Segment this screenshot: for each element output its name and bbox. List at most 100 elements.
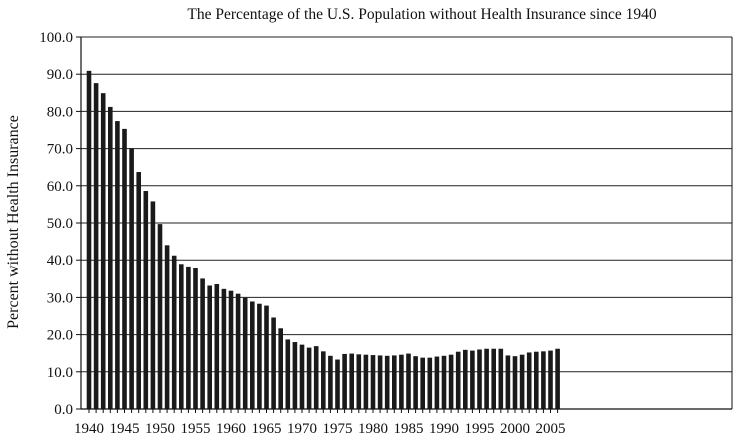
bar-1966 bbox=[271, 317, 276, 409]
bar-2003 bbox=[534, 351, 539, 409]
bar-1961 bbox=[235, 293, 241, 409]
x-tick-label: 1955 bbox=[181, 421, 211, 437]
bar-1972 bbox=[313, 346, 319, 409]
x-tick-label: 2000 bbox=[500, 421, 530, 437]
bar-1989 bbox=[434, 356, 440, 409]
chart-title: The Percentage of the U.S. Population wi… bbox=[187, 6, 656, 23]
bar-1990 bbox=[441, 355, 447, 409]
x-tick-label: 1995 bbox=[465, 421, 495, 437]
bar-1941 bbox=[93, 83, 99, 410]
y-tick-labels: 0.0 10.0 20.0 30.0 40.0 50.0 60.0 70.0 80.0 90.0 1… bbox=[39, 30, 73, 418]
y-axis-label: Percent without Health Insurance bbox=[5, 115, 22, 329]
bar-2006 bbox=[555, 348, 560, 409]
bar-1976 bbox=[342, 353, 347, 409]
y-tick-label: 90.0 bbox=[47, 67, 73, 83]
y-tick-label: 10.0 bbox=[47, 365, 73, 381]
x-tick-labels: 1940 1945 1950 1955 1960 1965 1970 1975 1980 1985… bbox=[74, 421, 566, 437]
bar-1964 bbox=[257, 303, 262, 409]
bar-2000 bbox=[512, 356, 518, 409]
bar-1959 bbox=[221, 288, 227, 409]
x-tick-label: 2005 bbox=[536, 421, 566, 437]
bar-1991 bbox=[448, 354, 454, 409]
bar-1965 bbox=[264, 305, 269, 409]
axes bbox=[76, 36, 733, 413]
y-tick-label: 100.0 bbox=[39, 30, 73, 46]
bar-1975 bbox=[335, 359, 340, 409]
bar-1952 bbox=[171, 255, 177, 409]
bar-1986 bbox=[413, 356, 418, 409]
y-tick-label: 30.0 bbox=[47, 290, 73, 306]
x-tick-label: 1990 bbox=[429, 421, 459, 437]
bar-1954 bbox=[186, 266, 191, 409]
bar-1973 bbox=[321, 351, 326, 409]
bar-1967 bbox=[278, 328, 283, 409]
bar-1980 bbox=[370, 355, 376, 409]
bar-1999 bbox=[505, 355, 511, 409]
y-tick-label: 50.0 bbox=[47, 216, 73, 232]
bar-1951 bbox=[164, 245, 170, 409]
bar-1998 bbox=[498, 348, 504, 409]
bar-1974 bbox=[328, 355, 333, 409]
bar-1942 bbox=[100, 93, 106, 409]
bar-1947 bbox=[136, 172, 141, 409]
y-tick-label: 70.0 bbox=[47, 142, 73, 158]
bar-2005 bbox=[548, 350, 553, 409]
bar-1946 bbox=[129, 148, 134, 409]
bar-2004 bbox=[541, 351, 546, 409]
bar-1984 bbox=[399, 354, 404, 409]
x-tick-label: 1945 bbox=[110, 421, 140, 437]
bar-1979 bbox=[363, 354, 369, 409]
bar-2002 bbox=[526, 352, 532, 409]
bar-1956 bbox=[200, 278, 205, 409]
bars bbox=[86, 70, 560, 410]
bar-1950 bbox=[157, 224, 163, 409]
bar-1971 bbox=[306, 347, 312, 409]
bar-1981 bbox=[377, 355, 383, 409]
bar-1968 bbox=[285, 339, 291, 409]
bar-1940 bbox=[86, 70, 92, 410]
bar-1949 bbox=[150, 201, 156, 409]
bar-1963 bbox=[250, 301, 255, 409]
bar-1982 bbox=[384, 355, 390, 409]
bar-1985 bbox=[406, 353, 411, 409]
y-tick-label: 20.0 bbox=[47, 328, 73, 344]
bar-1987 bbox=[420, 357, 425, 409]
bar-1983 bbox=[392, 355, 397, 409]
bar-2001 bbox=[519, 354, 525, 409]
bar-1958 bbox=[214, 284, 220, 409]
y-tick-label: 40.0 bbox=[47, 253, 73, 269]
x-tick-label: 1975 bbox=[323, 421, 353, 437]
bar-1993 bbox=[463, 349, 468, 409]
x-tick-label: 1980 bbox=[358, 421, 388, 437]
x-tick-label: 1960 bbox=[216, 421, 246, 437]
bar-1944 bbox=[115, 121, 120, 410]
bar-1945 bbox=[122, 128, 127, 409]
bar-1994 bbox=[470, 350, 475, 409]
bar-1992 bbox=[455, 351, 461, 409]
bar-1969 bbox=[292, 342, 298, 409]
bar-1960 bbox=[228, 290, 234, 409]
x-tick-label: 1970 bbox=[287, 421, 317, 437]
y-tick-label: 60.0 bbox=[47, 179, 73, 195]
bar-1943 bbox=[108, 106, 113, 409]
bar-1997 bbox=[491, 348, 496, 409]
bar-1955 bbox=[193, 268, 198, 409]
bar-1962 bbox=[242, 297, 248, 409]
gridlines bbox=[81, 36, 732, 410]
y-tick-label: 0.0 bbox=[54, 402, 73, 418]
bar-1978 bbox=[356, 354, 362, 409]
bar-1995 bbox=[477, 349, 482, 409]
bar-1948 bbox=[143, 191, 149, 409]
x-tick-label: 1965 bbox=[252, 421, 282, 437]
y-tick-label: 80.0 bbox=[47, 104, 73, 120]
x-tick-label: 1940 bbox=[74, 421, 104, 437]
bar-1970 bbox=[299, 344, 305, 409]
bar-1953 bbox=[179, 264, 184, 409]
bar-1957 bbox=[207, 285, 212, 409]
bar-1996 bbox=[484, 348, 489, 409]
bar-1988 bbox=[427, 357, 433, 409]
x-tick-label: 1985 bbox=[394, 421, 424, 437]
bar-1977 bbox=[349, 353, 354, 409]
x-tick-label: 1950 bbox=[145, 421, 175, 437]
